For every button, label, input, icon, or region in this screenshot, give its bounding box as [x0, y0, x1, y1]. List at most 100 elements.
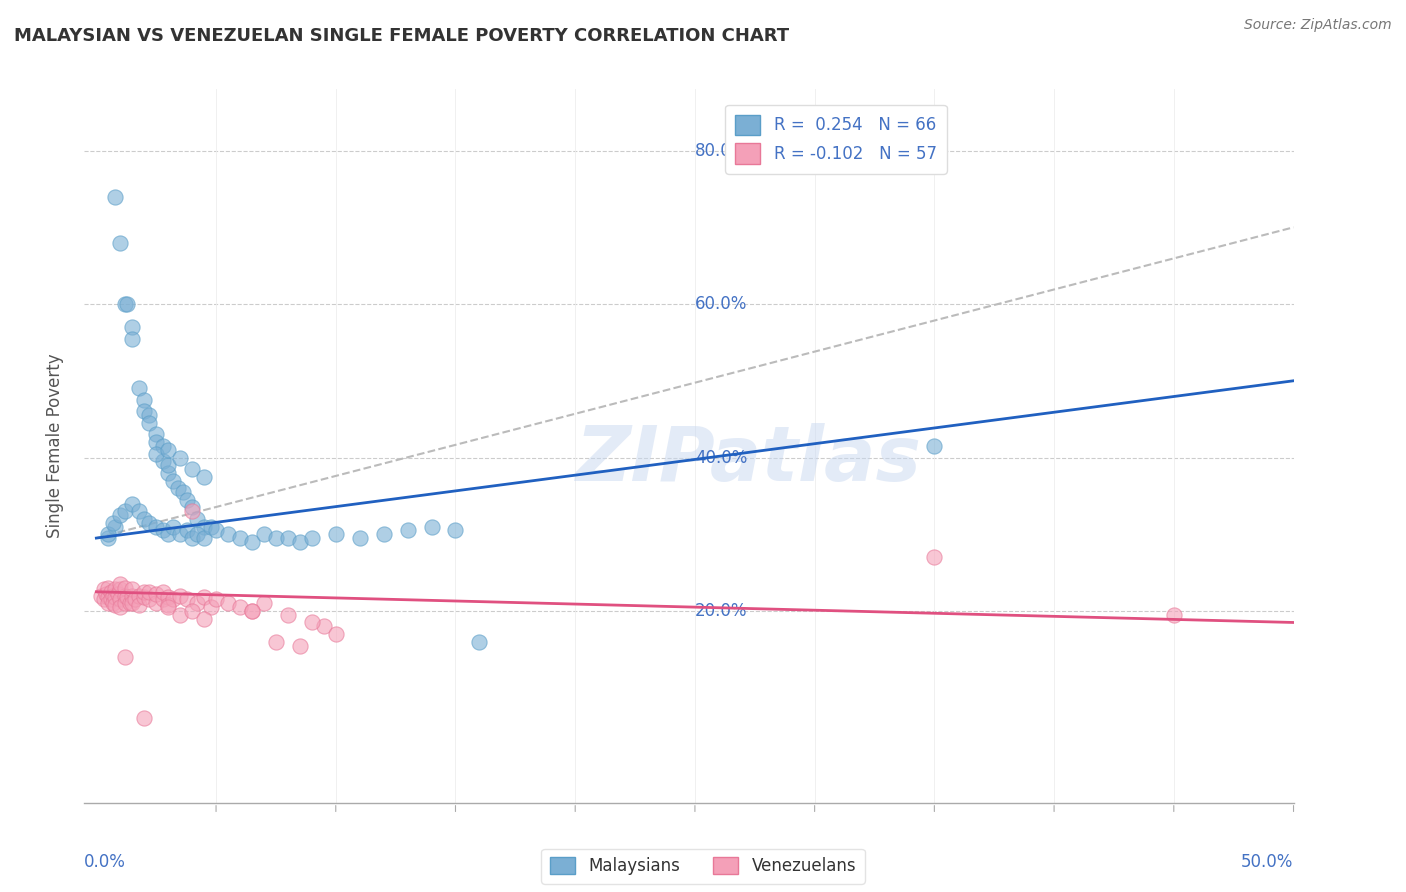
Point [134, 392, 156, 407]
Point [253, 527, 276, 541]
Point [301, 531, 323, 545]
Text: ZIPatlas: ZIPatlas [576, 424, 922, 497]
Point [152, 592, 174, 607]
Point [110, 577, 132, 591]
Point [110, 582, 132, 597]
Point [181, 604, 204, 618]
Point [114, 650, 136, 665]
Point [121, 589, 143, 603]
Point [444, 524, 467, 538]
Point [107, 587, 129, 601]
Point [169, 527, 191, 541]
Point [104, 189, 127, 203]
Point [97, 527, 120, 541]
Point [157, 600, 180, 615]
Point [152, 439, 174, 453]
Text: MALAYSIAN VS VENEZUELAN SINGLE FEMALE POVERTY CORRELATION CHART: MALAYSIAN VS VENEZUELAN SINGLE FEMALE PO… [14, 27, 789, 45]
Point [134, 711, 156, 725]
Point [277, 531, 299, 545]
Point [200, 600, 222, 615]
Point [134, 584, 156, 599]
Point [200, 519, 222, 533]
Point [121, 497, 143, 511]
Point [264, 634, 287, 648]
Text: 20.0%: 20.0% [695, 602, 748, 620]
Point [157, 590, 180, 604]
Point [205, 524, 228, 538]
Point [157, 466, 180, 480]
Text: 50.0%: 50.0% [1241, 853, 1294, 871]
Point [93, 592, 115, 607]
Point [121, 596, 143, 610]
Point [169, 450, 191, 465]
Point [97, 581, 120, 595]
Point [157, 458, 180, 473]
Point [104, 582, 127, 597]
Point [124, 592, 146, 607]
Point [152, 454, 174, 468]
Point [138, 416, 160, 430]
Point [166, 481, 188, 495]
Point [100, 584, 122, 599]
Point [264, 531, 287, 545]
Point [373, 527, 395, 541]
Point [193, 612, 215, 626]
Y-axis label: Single Female Poverty: Single Female Poverty [45, 354, 63, 538]
Point [114, 297, 136, 311]
Point [229, 600, 252, 615]
Point [117, 297, 139, 311]
Point [186, 596, 208, 610]
Point [420, 519, 443, 533]
Point [138, 516, 160, 530]
Text: 80.0%: 80.0% [695, 142, 748, 160]
Point [97, 531, 120, 545]
Point [117, 590, 139, 604]
Point [93, 582, 115, 597]
Point [94, 587, 117, 601]
Point [138, 584, 160, 599]
Point [468, 634, 491, 648]
Point [157, 527, 180, 541]
Point [128, 598, 150, 612]
Point [288, 639, 311, 653]
Point [162, 474, 184, 488]
Point [138, 409, 160, 423]
Point [325, 527, 347, 541]
Point [145, 587, 167, 601]
Point [240, 604, 263, 618]
Point [162, 592, 184, 607]
Point [97, 590, 120, 604]
Point [145, 596, 167, 610]
Point [193, 469, 215, 483]
Point [176, 492, 198, 507]
Point [110, 508, 132, 522]
Point [114, 581, 136, 595]
Text: 40.0%: 40.0% [695, 449, 748, 467]
Point [134, 512, 156, 526]
Point [181, 504, 204, 518]
Point [134, 404, 156, 418]
Legend: Malaysians, Venezuelans: Malaysians, Venezuelans [541, 849, 865, 884]
Point [101, 589, 124, 603]
Point [152, 524, 174, 538]
Point [193, 519, 215, 533]
Point [217, 596, 239, 610]
Point [169, 607, 191, 622]
Point [162, 519, 184, 533]
Point [301, 615, 323, 630]
Point [145, 519, 167, 533]
Point [240, 535, 263, 549]
Point [118, 596, 141, 610]
Point [138, 592, 160, 607]
Point [176, 524, 198, 538]
Point [325, 627, 347, 641]
Text: Source: ZipAtlas.com: Source: ZipAtlas.com [1244, 18, 1392, 32]
Point [181, 531, 204, 545]
Point [101, 596, 124, 610]
Point [114, 589, 136, 603]
Point [90, 589, 112, 603]
Point [176, 592, 198, 607]
Point [114, 504, 136, 518]
Point [1163, 607, 1185, 622]
Point [349, 531, 371, 545]
